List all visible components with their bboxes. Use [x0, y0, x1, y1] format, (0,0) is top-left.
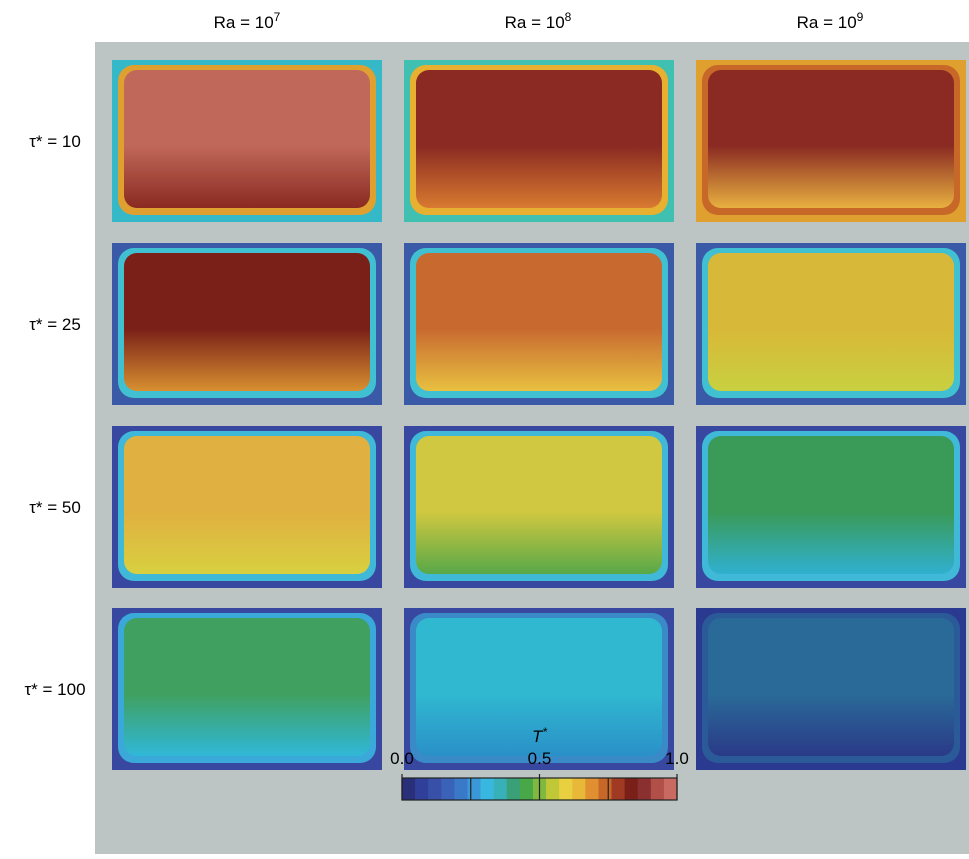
header-exponent: 9: [857, 10, 864, 24]
colorbar-swatch: [520, 778, 534, 800]
colorbar-tick-label: 0.0: [390, 749, 414, 768]
colorbar-swatch: [454, 778, 468, 800]
colorbar-tick-label: 0.5: [528, 749, 552, 768]
header-exponent: 7: [274, 10, 281, 24]
colorbar-swatch: [572, 778, 586, 800]
panel-field: [416, 253, 662, 391]
row-label: τ* = 25: [29, 315, 81, 334]
colorbar-swatch: [428, 778, 442, 800]
colorbar-swatch: [664, 778, 678, 800]
panel-field: [124, 253, 370, 391]
row-label: τ* = 10: [29, 132, 81, 151]
colorbar-swatch: [585, 778, 599, 800]
colorbar-swatch: [481, 778, 495, 800]
panel-field: [124, 70, 370, 208]
colorbar-swatch: [402, 778, 416, 800]
colorbar-swatch: [494, 778, 508, 800]
colorbar-swatch: [638, 778, 652, 800]
panel-field: [124, 618, 370, 756]
figure: Ra = 107Ra = 108Ra = 109τ* = 10τ* = 25τ*…: [0, 0, 969, 854]
colorbar-swatch: [415, 778, 429, 800]
panel-field: [124, 436, 370, 574]
colorbar-swatch: [441, 778, 455, 800]
row-label: τ* = 100: [24, 680, 85, 699]
colorbar-swatch: [467, 778, 481, 800]
panel-field: [708, 70, 954, 208]
header-base: Ra = 10: [214, 13, 274, 32]
column-header: Ra = 107: [214, 10, 281, 32]
colorbar-label-sup: *: [542, 725, 547, 739]
header-base: Ra = 10: [797, 13, 857, 32]
panel-field: [416, 70, 662, 208]
row-label: τ* = 50: [29, 498, 81, 517]
colorbar-tick-label: 1.0: [665, 749, 689, 768]
colorbar-swatch: [612, 778, 626, 800]
colorbar-swatch: [598, 778, 612, 800]
colorbar-swatch: [651, 778, 665, 800]
column-header: Ra = 108: [505, 10, 572, 32]
colorbar-swatch: [625, 778, 639, 800]
panel-field: [708, 436, 954, 574]
panel-field: [416, 436, 662, 574]
colorbar-swatch: [559, 778, 573, 800]
header-base: Ra = 10: [505, 13, 565, 32]
column-header: Ra = 109: [797, 10, 864, 32]
header-exponent: 8: [565, 10, 572, 24]
colorbar-swatch: [507, 778, 521, 800]
panel-field: [708, 618, 954, 756]
colorbar-swatch: [546, 778, 560, 800]
panel-field: [708, 253, 954, 391]
